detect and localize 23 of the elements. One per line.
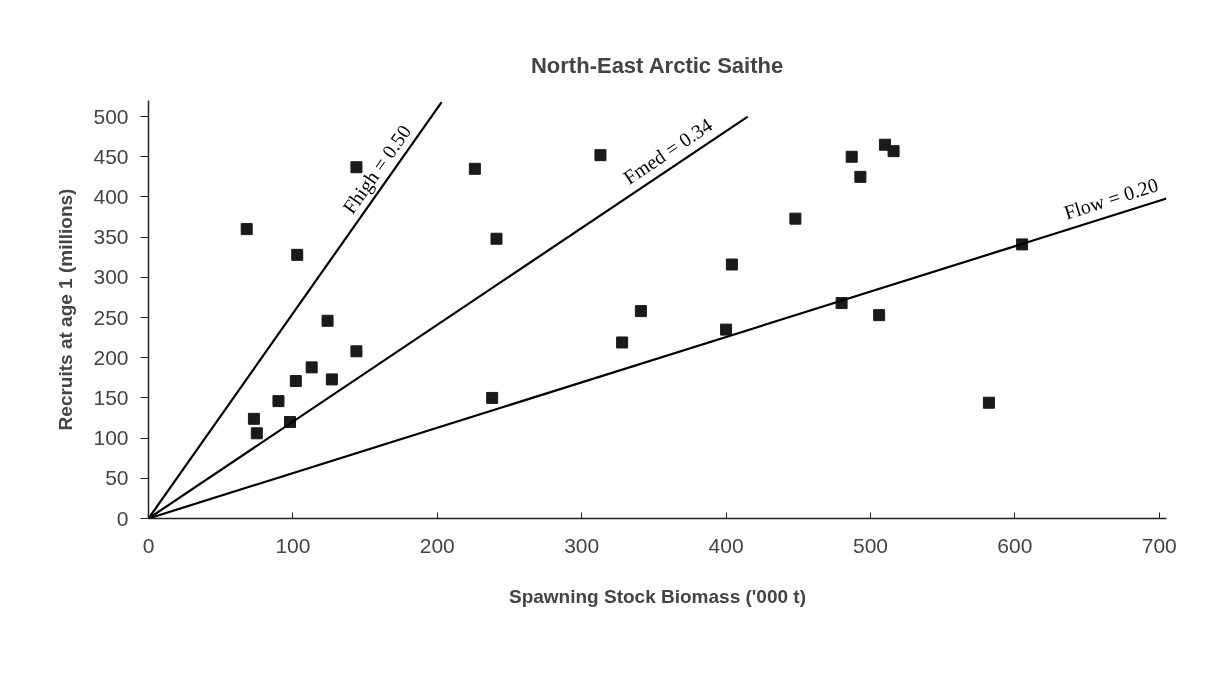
- x-tick-label: 700: [1141, 533, 1177, 557]
- x-tick-label: 100: [275, 533, 311, 557]
- y-tick-label: 200: [93, 345, 129, 369]
- y-tick-label: 50: [105, 466, 129, 490]
- y-axis-title: Recruits at age 1 (millions): [55, 188, 77, 431]
- y-tick-label: 300: [93, 265, 129, 289]
- y-tick-label: 250: [93, 305, 129, 329]
- chart-title: North-East Arctic Saithe: [530, 53, 784, 78]
- text: Flow = 0.20: [1061, 173, 1161, 224]
- x-tick-label: 600: [997, 533, 1033, 557]
- x-tick-label: 200: [419, 533, 455, 557]
- x-tick-label: 400: [708, 533, 744, 557]
- x-tick-label: 500: [852, 533, 889, 557]
- x-tick-label: 300: [564, 533, 600, 557]
- y-tick-label: 350: [93, 225, 129, 249]
- x-tick-label: 0: [142, 533, 155, 557]
- x-axis-title: Spawning Stock Biomass ('000 t): [509, 585, 806, 607]
- y-tick-label: 400: [93, 184, 129, 208]
- y-tick-label: 150: [93, 385, 129, 409]
- y-tick-label: 450: [93, 144, 129, 168]
- y-tick-label: 500: [93, 104, 129, 128]
- y-tick-label: 100: [93, 426, 129, 450]
- y-tick-label: 0: [116, 506, 129, 530]
